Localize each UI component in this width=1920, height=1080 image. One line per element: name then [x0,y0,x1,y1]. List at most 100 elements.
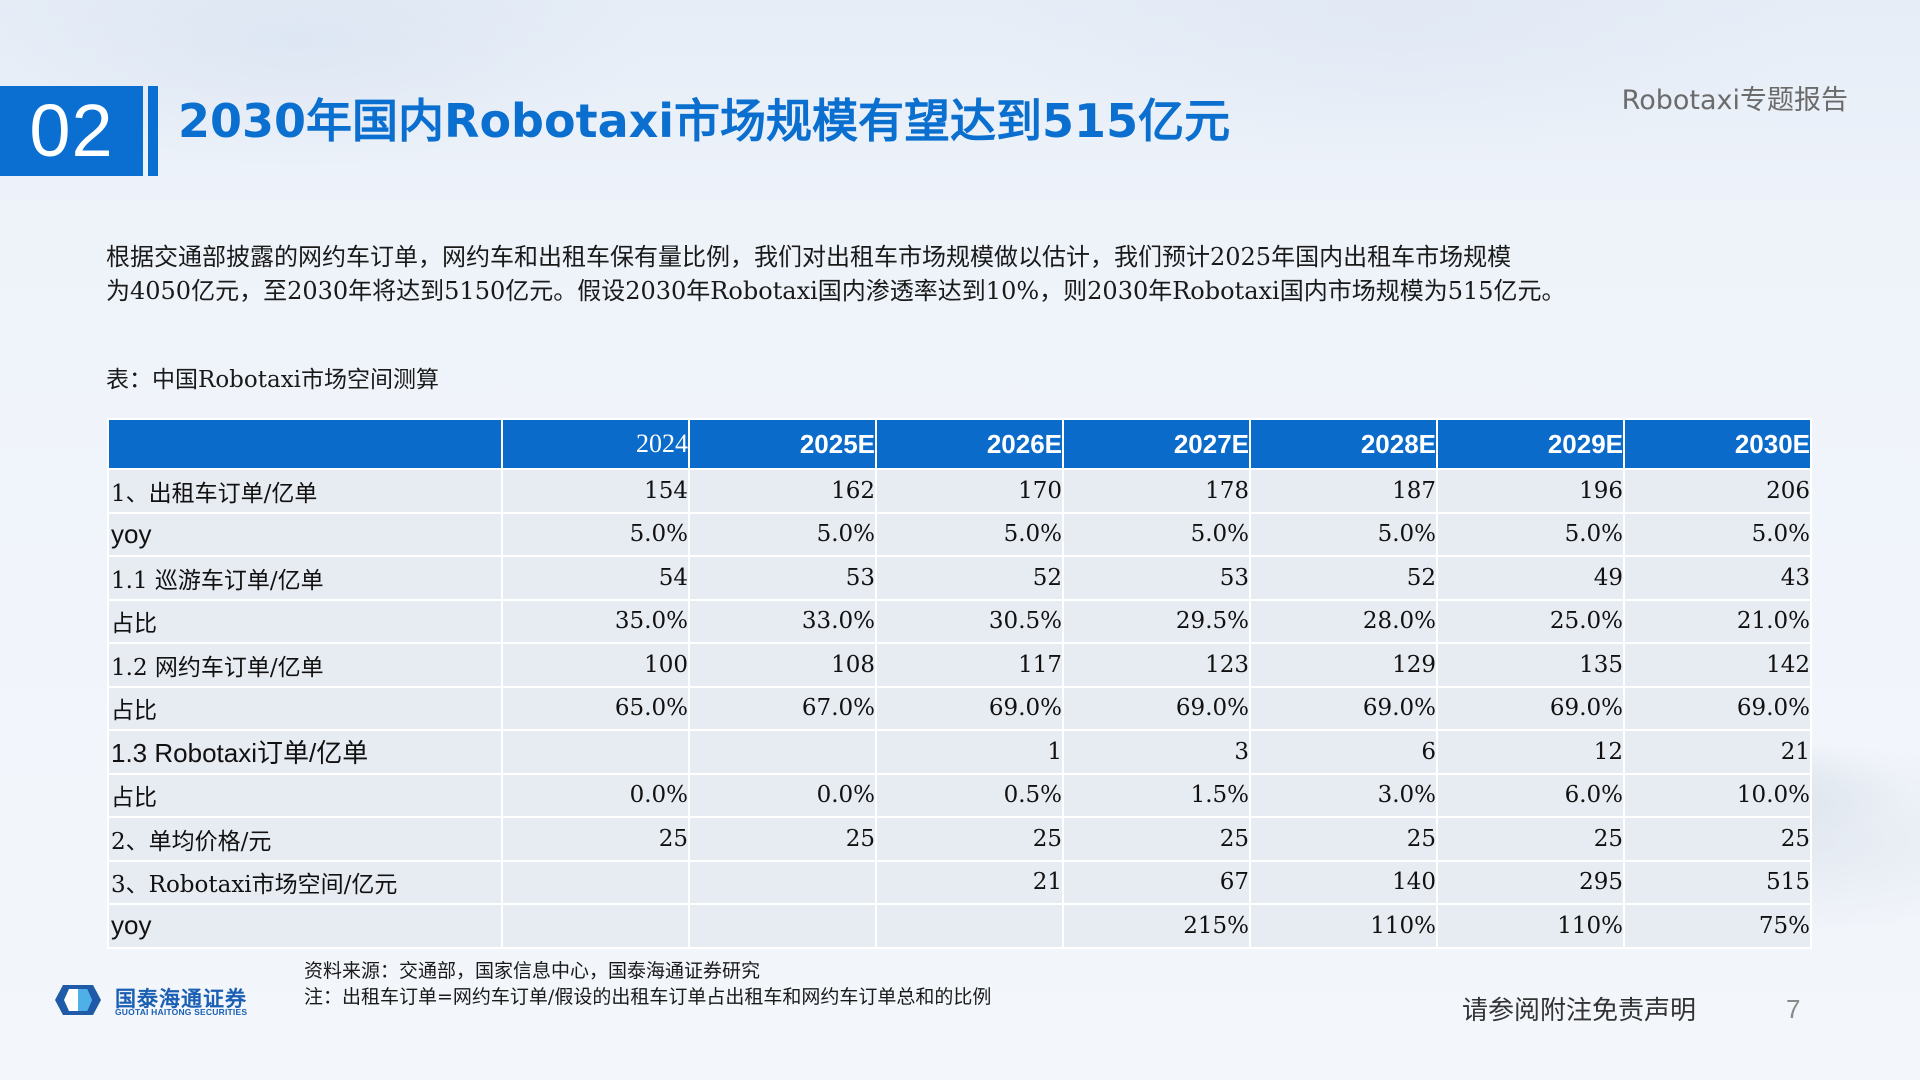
page-number: 7 [1786,994,1801,1024]
table-row: 占比 35.0% 33.0% 30.5% 29.5% 28.0% 25.0% 21.0% [109,600,1810,642]
table-cell: 108 [690,644,875,686]
table-cell: 5.0% [503,513,688,555]
row-label: 占比 [109,600,501,642]
table-cell [503,861,688,903]
row-label: yoy [109,513,501,555]
table-cell: 28.0% [1251,600,1436,642]
table-cell: 162 [690,470,875,512]
column-header-2024: 2024 [503,420,688,468]
table-cell: 35.0% [503,600,688,642]
note-line: 注：出租车订单=网约车订单/假设的出租车订单占出租车和网约车订单总和的比例 [304,986,992,1008]
table-cell: 5.0% [1438,513,1623,555]
table-cell: 53 [1064,557,1249,599]
table-row: 1.1 巡游车订单/亿单 54 53 52 53 52 49 43 [109,557,1810,599]
column-header-2028e: 2028E [1251,420,1436,468]
table-cell: 25 [690,818,875,860]
table-cell: 12 [1438,731,1623,773]
intro-line-1: 根据交通部披露的网约车订单，网约车和出租车保有量比例，我们对出租车市场规模做以估… [106,243,1512,271]
table-cell [690,731,875,773]
table-cell: 69.0% [1438,687,1623,729]
table-row: 占比 0.0% 0.0% 0.5% 1.5% 3.0% 6.0% 10.0% [109,774,1810,816]
table-row: 1.3 Robotaxi订单/亿单 1 3 6 12 21 [109,731,1810,773]
table-header-row: 2024 2025E 2026E 2027E 2028E 2029E 2030E [109,420,1810,468]
disclaimer-link: 请参阅附注免责声明 [1462,996,1697,1026]
table-cell: 69.0% [1064,687,1249,729]
table-row: yoy 5.0% 5.0% 5.0% 5.0% 5.0% 5.0% 5.0% [109,513,1810,555]
logo-english-name: GUOTAI HAITONG SECURITIES [115,1007,248,1017]
column-header-2030e: 2030E [1625,420,1810,468]
section-number-badge: 02 [0,86,143,176]
table-row: yoy 215% 110% 110% 75% [109,905,1810,947]
table-row: 1.2 网约车订单/亿单 100 108 117 123 129 135 142 [109,644,1810,686]
table-row: 3、Robotaxi市场空间/亿元 21 67 140 295 515 [109,861,1810,903]
table-cell: 52 [1251,557,1436,599]
table-cell: 52 [877,557,1062,599]
market-size-table: 2024 2025E 2026E 2027E 2028E 2029E 2030E… [107,418,1812,949]
table-cell: 21.0% [1625,600,1810,642]
table-cell [877,905,1062,947]
table-cell: 206 [1625,470,1810,512]
logo-mark-icon [55,985,101,1015]
source-line: 资料来源：交通部，国家信息中心，国泰海通证券研究 [304,960,761,982]
table-cell: 129 [1251,644,1436,686]
table-cell: 67 [1064,861,1249,903]
table-row: 2、单均价格/元 25 25 25 25 25 25 25 [109,818,1810,860]
column-header-label [109,420,501,468]
column-header-2029e: 2029E [1438,420,1623,468]
table-cell: 25 [1625,818,1810,860]
table-cell: 33.0% [690,600,875,642]
table-cell: 10.0% [1625,774,1810,816]
table-cell: 5.0% [877,513,1062,555]
table-cell: 69.0% [1625,687,1810,729]
table-cell: 140 [1251,861,1436,903]
table-cell: 30.5% [877,600,1062,642]
column-header-2027e: 2027E [1064,420,1249,468]
table-cell: 25 [1064,818,1249,860]
table-cell: 110% [1251,905,1436,947]
table-cell: 178 [1064,470,1249,512]
table-cell: 215% [1064,905,1249,947]
table-cell: 515 [1625,861,1810,903]
table-cell: 0.0% [503,774,688,816]
table-cell: 196 [1438,470,1623,512]
table-cell: 21 [1625,731,1810,773]
table-cell: 69.0% [877,687,1062,729]
table-cell: 187 [1251,470,1436,512]
table-cell: 29.5% [1064,600,1249,642]
table-cell: 49 [1438,557,1623,599]
page-title: 2030年国内Robotaxi市场规模有望达到515亿元 [178,94,1231,148]
table-cell: 43 [1625,557,1810,599]
table-cell: 5.0% [1251,513,1436,555]
table-cell: 110% [1438,905,1623,947]
column-header-2025e: 2025E [690,420,875,468]
table-cell: 5.0% [1625,513,1810,555]
row-label: 占比 [109,774,501,816]
table-cell: 25 [1251,818,1436,860]
row-label: 1.2 网约车订单/亿单 [109,644,501,686]
table-cell: 100 [503,644,688,686]
table-cell: 21 [877,861,1062,903]
report-tag: Robotaxi专题报告 [1621,85,1848,116]
table-cell: 154 [503,470,688,512]
table-cell: 3 [1064,731,1249,773]
column-header-2026e: 2026E [877,420,1062,468]
table-cell: 142 [1625,644,1810,686]
table-cell: 65.0% [503,687,688,729]
table-cell: 67.0% [690,687,875,729]
table-cell: 123 [1064,644,1249,686]
table-cell: 170 [877,470,1062,512]
table-cell: 53 [690,557,875,599]
intro-paragraph: 根据交通部披露的网约车订单，网约车和出租车保有量比例，我们对出租车市场规模做以估… [106,240,1826,308]
row-label: 1、出租车订单/亿单 [109,470,501,512]
table-cell [503,905,688,947]
row-label: yoy [109,905,501,947]
table-row: 占比 65.0% 67.0% 69.0% 69.0% 69.0% 69.0% 69.0% [109,687,1810,729]
table-cell: 6.0% [1438,774,1623,816]
table-cell: 6 [1251,731,1436,773]
row-label: 占比 [109,687,501,729]
table-cell: 25 [1438,818,1623,860]
company-logo: 国泰海通证券 GUOTAI HAITONG SECURITIES [55,983,285,1017]
table-cell: 5.0% [1064,513,1249,555]
table-cell [503,731,688,773]
row-label: 3、Robotaxi市场空间/亿元 [109,861,501,903]
